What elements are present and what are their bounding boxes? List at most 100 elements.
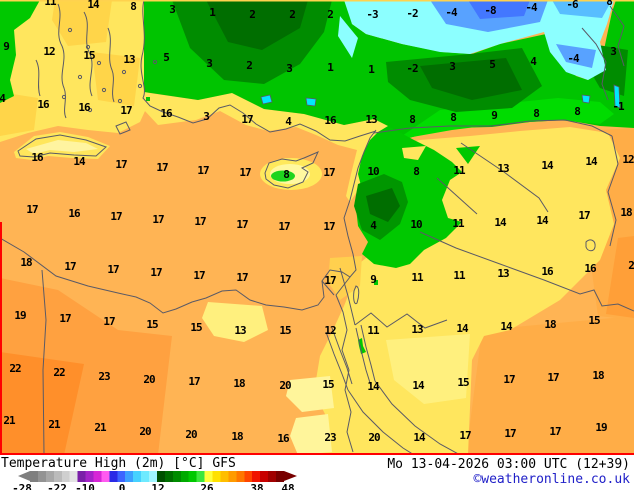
legend-tick: -10 xyxy=(75,482,95,490)
temp-label: 13 xyxy=(497,266,509,280)
temp-label: 21 xyxy=(3,413,15,427)
legend-tick: 12 xyxy=(151,482,165,490)
temp-label: 21 xyxy=(94,420,106,434)
temp-label: 13 xyxy=(123,52,135,66)
legend-tick: 0 xyxy=(118,482,126,490)
temp-label: 17 xyxy=(547,370,559,384)
temp-label: 17 xyxy=(324,273,336,287)
legend-tick: 26 xyxy=(200,482,214,490)
temp-label: 15 xyxy=(83,48,95,62)
temperature-map: 11 14 8 3 1 2 2 2 -3 -2 -4 -8 -4 -6 8 9 12 15 13 5 3 2 3 1 1 -2 3 5… xyxy=(0,0,634,455)
temp-label: 17 xyxy=(236,217,248,231)
temp-label: 15 xyxy=(588,313,600,327)
temp-label: 16 xyxy=(277,431,289,445)
temp-label: -1 xyxy=(612,99,624,113)
temp-label: 20 xyxy=(139,424,151,438)
temp-label: 3 xyxy=(206,56,213,70)
temp-label: 17 xyxy=(241,112,253,126)
temp-label: 13 xyxy=(411,322,423,336)
temp-label: 4 xyxy=(530,54,537,68)
temp-label: 17 xyxy=(103,314,115,328)
temp-label: 14 xyxy=(456,321,468,335)
temp-label: 8 xyxy=(409,112,416,126)
temp-label: 17 xyxy=(239,165,251,179)
legend-tick: 38 xyxy=(250,482,264,490)
temp-label: 14 xyxy=(367,379,379,393)
temp-label: 13 xyxy=(234,323,246,337)
temp-label: 16 xyxy=(584,261,596,275)
temp-label: 17 xyxy=(110,209,122,223)
temp-label: 17 xyxy=(197,163,209,177)
temp-label: 12 xyxy=(43,44,55,58)
temp-label: 16 xyxy=(78,100,90,114)
temp-label: -4 xyxy=(525,0,537,14)
temp-label: 3 xyxy=(610,44,617,58)
temp-label: 19 xyxy=(595,420,607,434)
temp-label: 18 xyxy=(231,429,243,443)
temp-label: 16 xyxy=(541,264,553,278)
temp-label: 17 xyxy=(278,219,290,233)
temp-label: -8 xyxy=(484,3,496,17)
temp-label: 17 xyxy=(152,212,164,226)
temp-label: 10 xyxy=(410,217,422,231)
temp-label: 4 xyxy=(370,218,377,232)
temp-label: 16 xyxy=(324,113,336,127)
temp-label: 8 xyxy=(130,0,137,13)
temp-label: 13 xyxy=(497,161,509,175)
temp-label: 18 xyxy=(20,255,32,269)
legend-tick: -28 xyxy=(12,482,32,490)
temp-label: 18 xyxy=(544,317,556,331)
temp-label: 15 xyxy=(322,377,334,391)
temp-label: 15 xyxy=(146,317,158,331)
temp-label: 17 xyxy=(323,165,335,179)
temp-label: 1 xyxy=(327,60,334,74)
temp-label: 5 xyxy=(163,50,170,64)
forecast-datetime: Mo 13-04-2026 03:00 UTC (12+39) xyxy=(387,457,630,472)
temp-label: 14 xyxy=(413,430,425,444)
temp-label: 2 xyxy=(628,258,634,272)
temp-label: 17 xyxy=(194,214,206,228)
temp-label: 20 xyxy=(279,378,291,392)
temp-label: 15 xyxy=(190,320,202,334)
temp-label: 4 xyxy=(285,114,292,128)
temp-label: 17 xyxy=(504,426,516,440)
temp-label: 23 xyxy=(324,430,336,444)
temp-label: -4 xyxy=(445,5,457,19)
temp-label: 14 xyxy=(87,0,99,11)
temp-label: 17 xyxy=(59,311,71,325)
temp-label: 14 xyxy=(536,213,548,227)
temp-label: 3 xyxy=(169,2,176,16)
temp-label: 17 xyxy=(459,428,471,442)
temp-label: 14 xyxy=(500,319,512,333)
temp-label: 17 xyxy=(279,272,291,286)
temp-label: 3 xyxy=(203,109,210,123)
coastlines xyxy=(0,0,634,455)
temp-label: 9 xyxy=(370,272,377,286)
temp-label: 17 xyxy=(236,270,248,284)
temp-label: 11 xyxy=(411,270,423,284)
product-title: Temperature High (2m) [°C] GFS xyxy=(1,456,236,471)
temp-label: 23 xyxy=(98,369,110,383)
temp-label: 14 xyxy=(412,378,424,392)
temp-label: 17 xyxy=(150,265,162,279)
temp-label: 12 xyxy=(324,323,336,337)
legend-right-arrow xyxy=(284,471,297,481)
temp-label: 9 xyxy=(491,108,498,122)
temp-label: 16 xyxy=(160,106,172,120)
temp-label: 13 xyxy=(365,112,377,126)
temp-label: 17 xyxy=(549,424,561,438)
copyright-link[interactable]: ©weatheronline.co.uk xyxy=(473,472,630,487)
temp-label: 18 xyxy=(592,368,604,382)
temp-label: 5 xyxy=(489,57,496,71)
temp-label: 1 xyxy=(368,62,375,76)
temp-label: 17 xyxy=(578,208,590,222)
temp-label: 15 xyxy=(279,323,291,337)
temp-label: 11 xyxy=(44,0,56,8)
temp-label: 12 xyxy=(622,152,634,166)
temp-label: 17 xyxy=(193,268,205,282)
temp-label: 8 xyxy=(450,110,457,124)
temp-label: 14 xyxy=(585,154,597,168)
temp-label: 14 xyxy=(541,158,553,172)
temp-label: 9 xyxy=(3,39,10,53)
